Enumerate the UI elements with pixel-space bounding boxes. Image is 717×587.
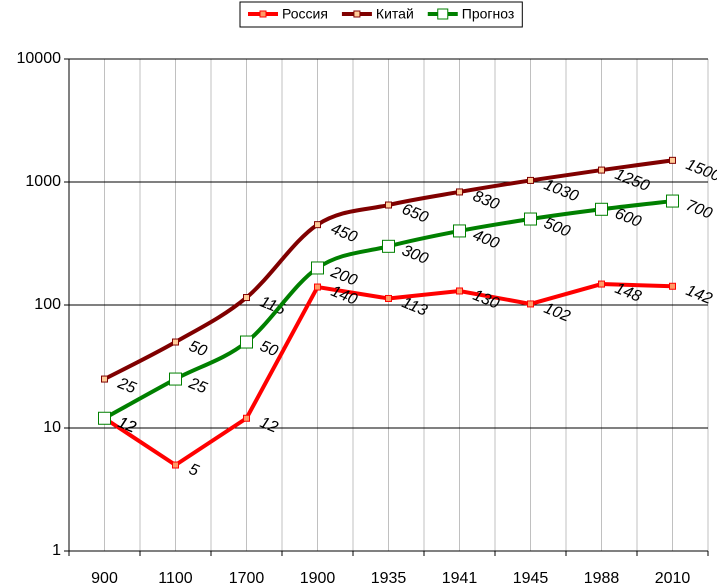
marker (527, 300, 534, 308)
marker (385, 201, 392, 209)
marker (382, 239, 395, 253)
data-label: 50 (257, 338, 280, 360)
legend-marker (353, 10, 361, 18)
data-label: 102 (541, 300, 572, 326)
marker (527, 176, 534, 184)
data-label: 700 (683, 197, 714, 223)
marker (669, 282, 676, 290)
series-line (103, 199, 673, 421)
marker (314, 283, 321, 291)
marker (243, 414, 250, 422)
legend-label: Прогноз (462, 6, 515, 22)
data-label: 1250 (612, 166, 651, 195)
data-label: 1030 (541, 176, 580, 205)
x-tick-label: 1935 (371, 570, 407, 587)
y-tick-label: 1 (52, 542, 61, 559)
y-tick-label: 10 (43, 419, 61, 436)
x-tick-label: 1700 (229, 570, 265, 587)
series-line (103, 158, 673, 381)
data-label: 200 (327, 263, 359, 289)
x-tick-label: 1941 (442, 570, 478, 587)
x-tick-label: 1945 (513, 570, 549, 587)
marker (595, 202, 608, 216)
data-label: 450 (328, 221, 359, 247)
y-tick-label: 100 (34, 296, 61, 313)
data-label: 830 (470, 188, 501, 214)
x-tick-label: 2010 (655, 570, 691, 587)
marker (172, 338, 179, 346)
marker (669, 156, 676, 164)
marker (240, 335, 253, 349)
data-label: 650 (399, 201, 430, 227)
data-label: 12 (115, 414, 138, 436)
legend-marker (259, 10, 267, 18)
marker (666, 194, 679, 208)
data-label: 25 (114, 375, 138, 398)
data-label: 50 (186, 338, 209, 360)
data-label: 600 (612, 205, 643, 231)
legend-label: Россия (282, 6, 328, 22)
y-tick-label: 1000 (25, 173, 61, 190)
marker (524, 212, 537, 226)
marker (453, 224, 466, 238)
marker (456, 188, 463, 196)
marker (98, 411, 111, 425)
x-tick-label: 1100 (158, 570, 193, 587)
data-label: 300 (399, 242, 430, 268)
x-tick-label: 1900 (300, 570, 336, 587)
legend-box (239, 1, 523, 28)
data-label: 1500 (683, 156, 717, 185)
data-label: 25 (185, 375, 209, 398)
marker (311, 261, 324, 275)
data-label: 142 (683, 282, 714, 308)
data-label: 113 (399, 294, 429, 319)
data-label: 5 (186, 461, 201, 480)
marker (598, 280, 605, 288)
data-label: 130 (470, 287, 501, 313)
marker (456, 287, 463, 295)
data-label: 12 (257, 414, 280, 436)
marker (243, 294, 250, 302)
marker (169, 372, 182, 386)
marker (314, 221, 321, 229)
marker (598, 166, 605, 174)
data-label: 500 (541, 215, 572, 241)
marker (385, 294, 392, 302)
marker (172, 461, 179, 469)
legend-label: Китай (376, 6, 414, 22)
x-tick-label: 900 (91, 570, 118, 587)
marker (101, 375, 108, 383)
legend-marker (437, 8, 449, 20)
data-label: 400 (470, 227, 501, 253)
data-label: 12 (115, 414, 138, 436)
legend: Россия Китай Прогноз (239, 1, 523, 28)
y-tick-label: 10000 (17, 50, 62, 67)
x-tick-label: 1988 (584, 570, 620, 587)
